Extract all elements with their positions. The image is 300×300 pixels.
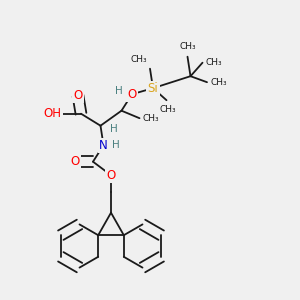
Text: O: O — [128, 88, 136, 101]
Text: H: H — [115, 86, 122, 96]
Text: O: O — [74, 89, 82, 102]
Text: OH: OH — [44, 107, 62, 120]
Text: O: O — [70, 155, 80, 168]
Text: CH₃: CH₃ — [142, 114, 159, 123]
Text: CH₃: CH₃ — [160, 105, 176, 114]
Text: CH₃: CH₃ — [130, 55, 147, 64]
Text: Si: Si — [148, 82, 158, 95]
Text: CH₃: CH₃ — [206, 58, 222, 67]
Text: H: H — [110, 124, 118, 134]
Text: CH₃: CH₃ — [210, 78, 226, 87]
Text: O: O — [106, 169, 116, 182]
Text: N: N — [99, 139, 108, 152]
Text: H: H — [112, 140, 119, 150]
Text: CH₃: CH₃ — [179, 42, 196, 51]
